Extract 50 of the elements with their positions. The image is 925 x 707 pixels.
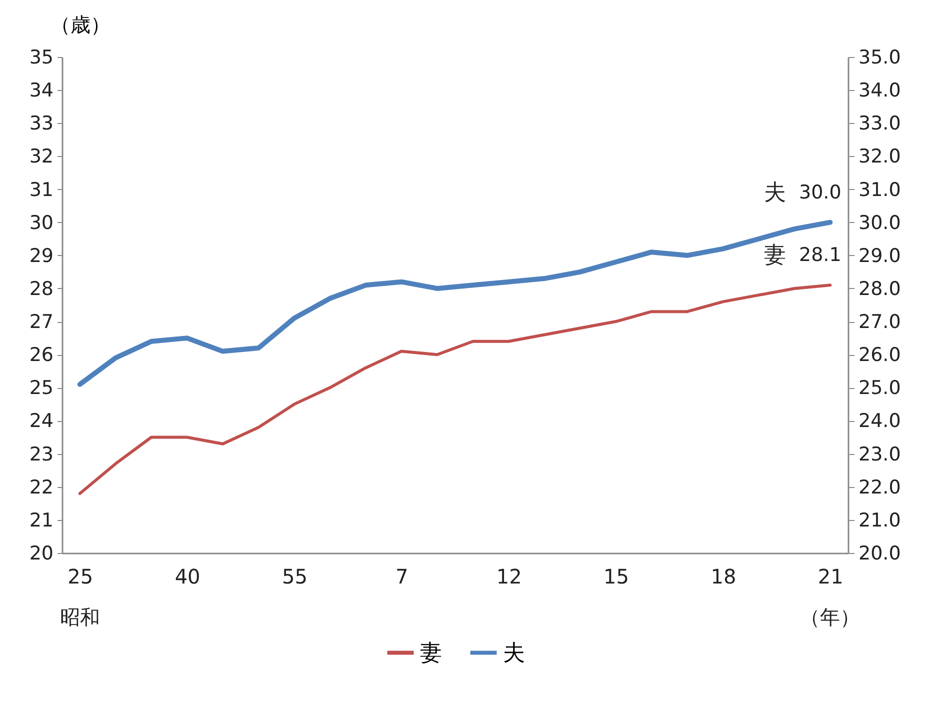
y-tick-label: 31 bbox=[29, 178, 54, 201]
y2-tick-label: 22.0 bbox=[858, 476, 901, 498]
y-tick-label: 29 bbox=[29, 244, 54, 267]
y2-tick-label: 24.0 bbox=[858, 410, 901, 432]
y-tick-label: 30 bbox=[29, 212, 54, 234]
y2-tick-label: 34.0 bbox=[858, 80, 901, 102]
text: 妻 bbox=[764, 243, 786, 268]
x-tick-label: 7 bbox=[396, 564, 408, 588]
y-tick-label: 24 bbox=[29, 410, 54, 432]
y2-tick-label: 20.0 bbox=[858, 542, 901, 564]
y2-tick-label: 27.0 bbox=[858, 311, 901, 334]
y2-tick-label: 23.0 bbox=[858, 443, 901, 466]
text: 夫 bbox=[764, 180, 786, 206]
y-tick-label: 25 bbox=[29, 377, 54, 400]
y-tick-label: 26 bbox=[29, 344, 54, 366]
data-label: 30.0 bbox=[798, 181, 842, 204]
x-axis-title: （年） bbox=[800, 605, 860, 629]
legend-label: 妻 bbox=[420, 640, 442, 666]
y-tick-label: 20 bbox=[29, 542, 54, 564]
y2-tick-label: 35.0 bbox=[858, 46, 901, 68]
y-tick-label: 35 bbox=[29, 46, 54, 68]
y2-tick-label: 31.0 bbox=[858, 178, 901, 201]
y-axis-title: （歳） bbox=[50, 12, 110, 36]
legend-label: 夫 bbox=[503, 640, 525, 666]
y2-tick-label: 29.0 bbox=[858, 244, 901, 267]
y2-tick-label: 28.0 bbox=[858, 278, 901, 300]
line-series bbox=[78, 284, 832, 495]
x-tick-label: 55 bbox=[282, 564, 308, 588]
y2-tick-label: 33.0 bbox=[858, 112, 901, 135]
y-tick-label: 22 bbox=[29, 476, 54, 498]
x-tick-label: 12 bbox=[496, 564, 522, 588]
y-tick-label: 34 bbox=[29, 80, 54, 102]
x-tick-label: 25 bbox=[68, 564, 94, 588]
x-tick-label: 18 bbox=[710, 564, 736, 588]
data-label: 28.1 bbox=[798, 244, 842, 266]
y-tick-label: 32 bbox=[29, 146, 54, 168]
y2-tick-label: 21.0 bbox=[858, 509, 901, 532]
y-tick-label: 23 bbox=[29, 443, 54, 466]
x-tick-label: 15 bbox=[604, 564, 629, 588]
y-tick-label: 33 bbox=[29, 112, 54, 135]
x-tick-label: 21 bbox=[818, 564, 844, 588]
y-tick-label: 28 bbox=[29, 278, 54, 300]
y2-tick-label: 25.0 bbox=[858, 377, 901, 400]
text: 昭和 bbox=[60, 605, 100, 629]
y2-tick-label: 30.0 bbox=[858, 212, 901, 234]
y-tick-label: 27 bbox=[29, 311, 54, 334]
x-tick-label: 40 bbox=[174, 564, 200, 588]
y2-tick-label: 32.0 bbox=[858, 146, 901, 168]
y2-tick-label: 26.0 bbox=[858, 344, 901, 366]
y-tick-label: 21 bbox=[29, 509, 54, 532]
